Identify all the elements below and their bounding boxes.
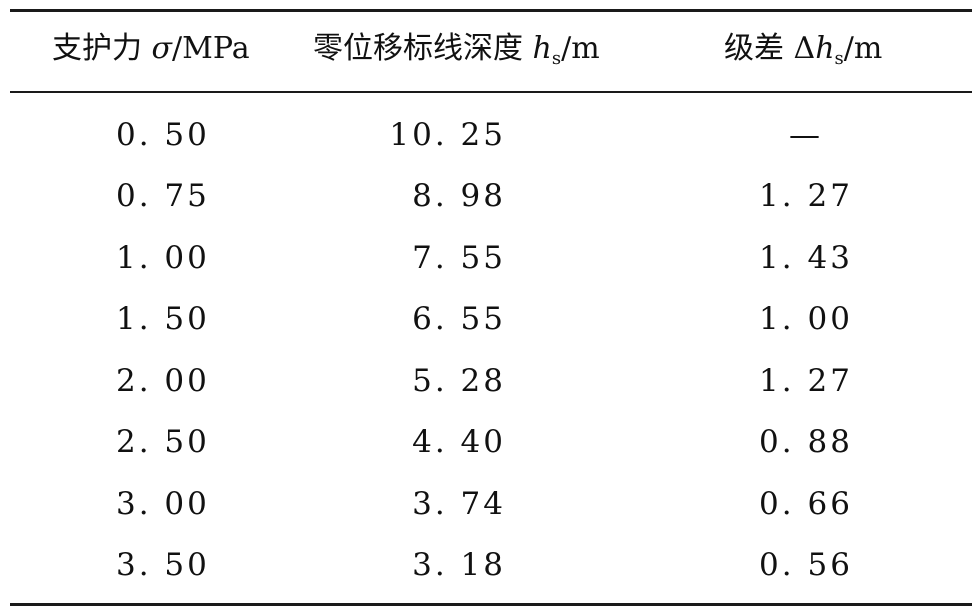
table-row: 1. 00 7. 55 1. 43 <box>0 238 976 278</box>
cell-zero-displacement-depth: 6. 55 <box>412 301 506 337</box>
table-row: 3. 50 3. 18 0. 56 <box>0 545 976 585</box>
header-diff-h-subscript: s <box>834 48 844 69</box>
cell-zero-displacement-depth: 4. 40 <box>412 424 506 460</box>
table-row: 2. 00 5. 28 1. 27 <box>0 361 976 401</box>
table-row: 0. 50 10. 25 — <box>0 115 976 155</box>
cell-level-difference: 0. 88 <box>759 424 853 460</box>
table-header-rule <box>10 91 972 93</box>
cell-support-force: 0. 50 <box>116 117 210 153</box>
header-support-force-unit: /MPa <box>172 31 250 66</box>
header-depth-prefix: 零位移标线深度 <box>313 31 533 66</box>
header-support-force: 支护力 σ/MPa <box>52 26 250 72</box>
cell-support-force: 0. 75 <box>116 178 210 214</box>
table-top-rule <box>10 9 972 12</box>
header-level-difference: 级差 Δhs/m <box>724 26 882 72</box>
cell-level-difference: — <box>789 117 823 153</box>
header-diff-h-symbol: h <box>815 31 835 66</box>
table-bottom-rule <box>10 603 972 606</box>
cell-zero-displacement-depth: 3. 18 <box>412 547 506 583</box>
cell-level-difference: 1. 00 <box>759 301 853 337</box>
cell-support-force: 1. 50 <box>116 301 210 337</box>
cell-zero-displacement-depth: 8. 98 <box>412 178 506 214</box>
table-row: 3. 00 3. 74 0. 66 <box>0 484 976 524</box>
header-h-symbol: h <box>532 31 552 66</box>
header-support-force-prefix: 支护力 <box>52 31 152 66</box>
table-row: 0. 75 8. 98 1. 27 <box>0 176 976 216</box>
cell-support-force: 2. 00 <box>116 363 210 399</box>
cell-zero-displacement-depth: 5. 28 <box>412 363 506 399</box>
cell-level-difference: 1. 43 <box>759 240 853 276</box>
cell-level-difference: 1. 27 <box>759 178 853 214</box>
header-h-subscript: s <box>551 48 562 69</box>
cell-level-difference: 1. 27 <box>759 363 853 399</box>
cell-zero-displacement-depth: 10. 25 <box>389 117 506 153</box>
header-zero-displacement-depth: 零位移标线深度 hs/m <box>313 26 600 72</box>
cell-support-force: 2. 50 <box>116 424 210 460</box>
cell-zero-displacement-depth: 7. 55 <box>412 240 506 276</box>
header-depth-unit: /m <box>561 31 600 66</box>
header-diff-prefix: 级差 Δ <box>724 31 816 66</box>
header-diff-unit: /m <box>843 31 883 66</box>
table-row: 2. 50 4. 40 0. 88 <box>0 422 976 462</box>
cell-level-difference: 0. 66 <box>759 486 853 522</box>
cell-support-force: 1. 00 <box>116 240 210 276</box>
cell-support-force: 3. 50 <box>116 547 210 583</box>
cell-support-force: 3. 00 <box>116 486 210 522</box>
cell-zero-displacement-depth: 3. 74 <box>412 486 506 522</box>
table-row: 1. 50 6. 55 1. 00 <box>0 299 976 339</box>
header-sigma-symbol: σ <box>151 31 173 66</box>
cell-level-difference: 0. 56 <box>759 547 853 583</box>
